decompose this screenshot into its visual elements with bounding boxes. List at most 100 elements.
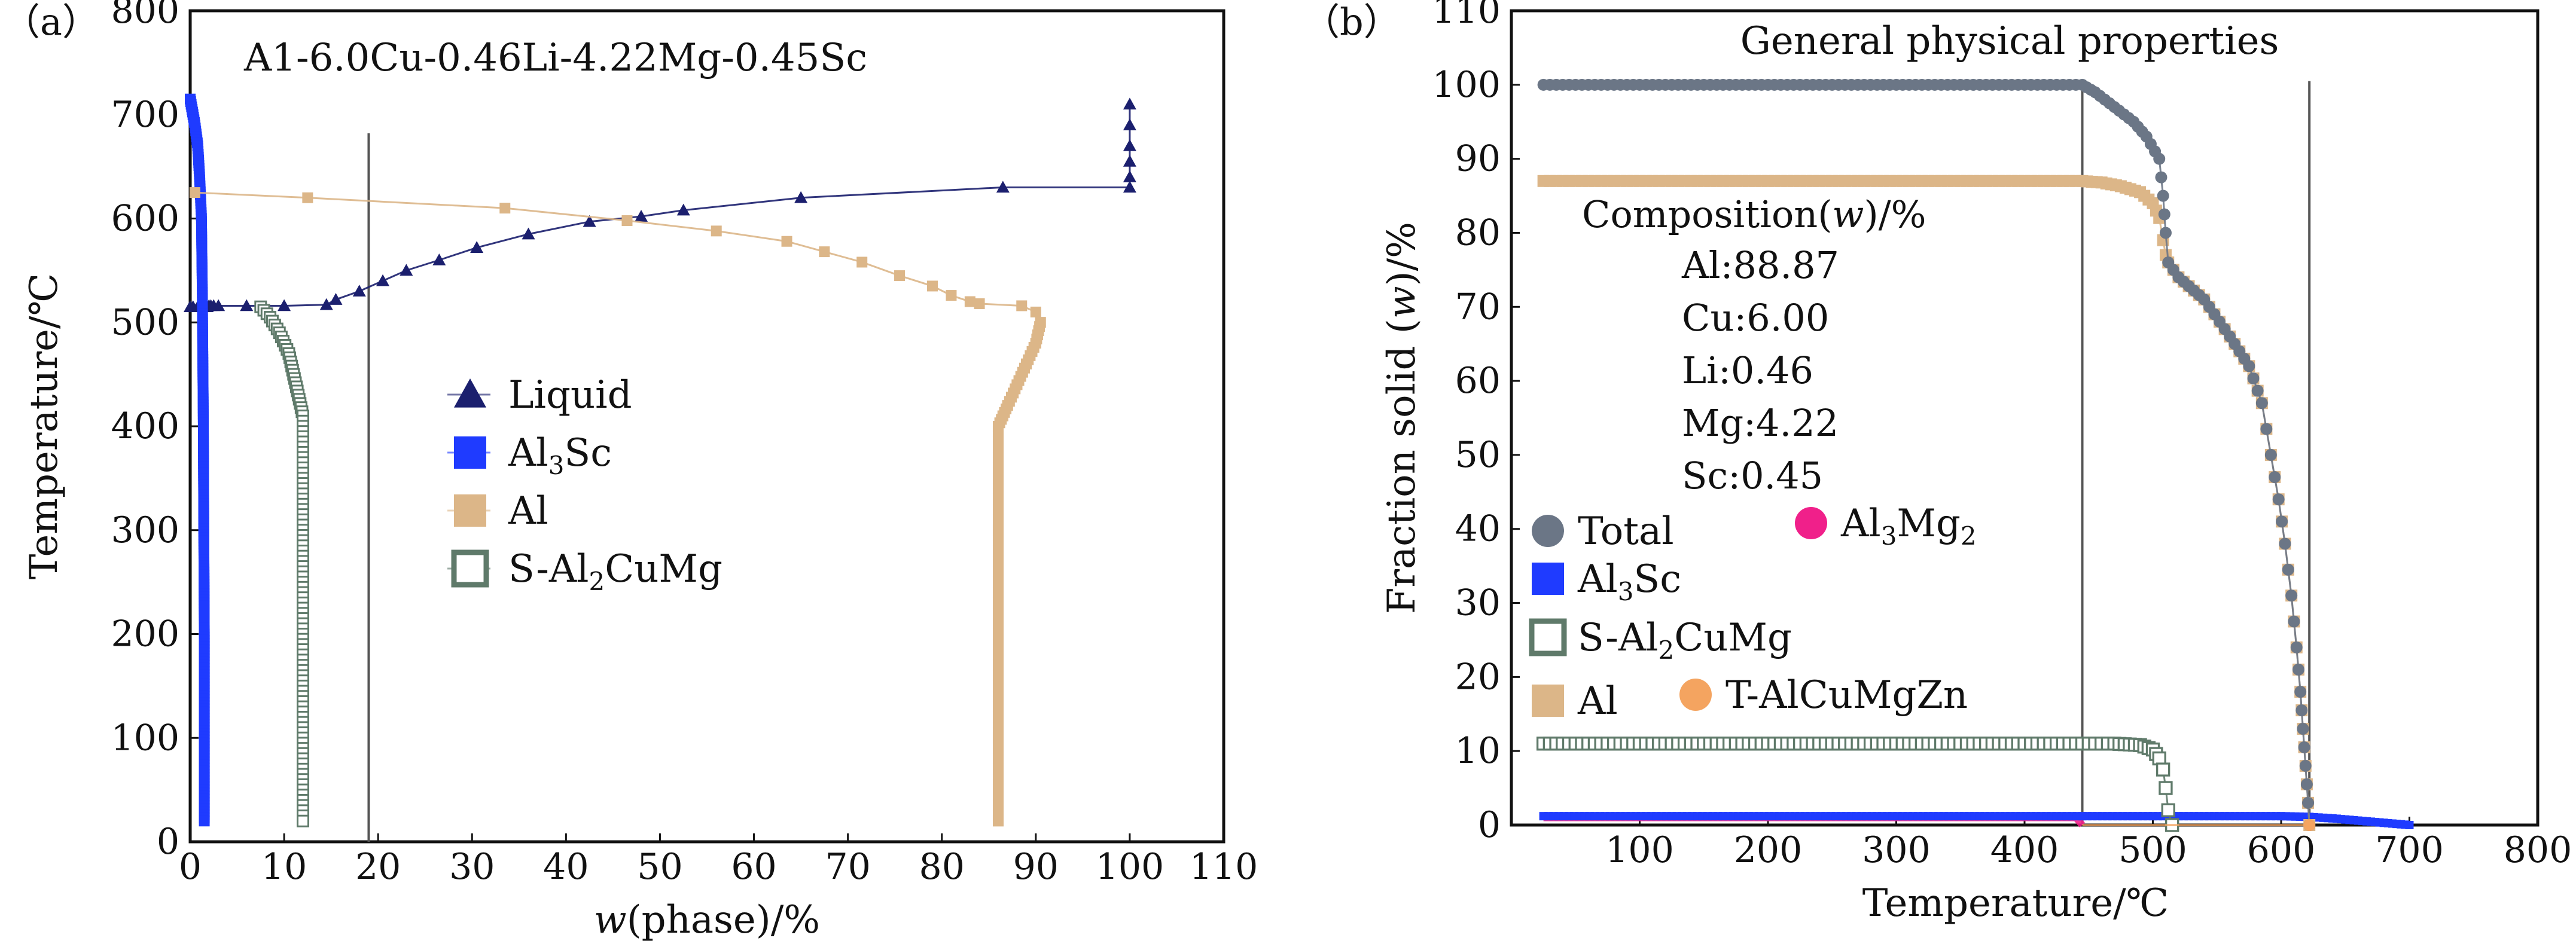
marker-a-al <box>189 187 200 198</box>
legend-marker-b-al3sc <box>1532 563 1564 595</box>
legend-item-a-al: Al <box>447 489 548 533</box>
marker-a-liquid <box>1123 154 1136 167</box>
marker-a-al <box>856 256 868 268</box>
composition-line: Li:0.46 <box>1682 349 1813 392</box>
marker-a-liquid <box>794 191 808 203</box>
marker-b-t <box>2303 819 2316 831</box>
series-a-liquid <box>184 97 1136 312</box>
legend-item-a-al3sc: Al3Sc <box>447 431 612 480</box>
y-tick-label-a: 100 <box>111 717 179 759</box>
marker-b-total <box>2294 686 2307 698</box>
marker-b-total <box>2247 372 2260 384</box>
legend-item-b-s: S-Al2CuMg <box>1529 616 1792 665</box>
marker-a-liquid <box>1123 97 1136 110</box>
marker-b-total <box>2276 515 2288 528</box>
marker-b-total <box>2243 360 2255 372</box>
legend-b: Total Al3Mg2 Al3Sc S-Al2CuMg Al T-AlCuMgZn <box>1529 502 1977 723</box>
marker-a-liquid <box>329 293 343 305</box>
legend-item-b-total: Total <box>1532 509 1674 554</box>
marker-a-liquid <box>319 298 333 310</box>
marker-a-s <box>297 814 310 827</box>
panel-label-b: （b） <box>1303 0 1401 44</box>
marker-b-total <box>2264 448 2277 461</box>
y-tick-label-b: 0 <box>1478 804 1501 846</box>
legend-label-b-al3sc: Al3Sc <box>1577 557 1681 606</box>
y-tick-label-a: 800 <box>111 0 179 32</box>
marker-a-al <box>946 290 957 301</box>
y-tick-label-b: 30 <box>1455 582 1501 624</box>
marker-b-total <box>2285 589 2298 602</box>
y-tick-label-a: 200 <box>111 613 179 655</box>
marker-a-al <box>927 280 938 292</box>
legend-label-a-liquid: Liquid <box>508 373 632 417</box>
marker-b-total <box>2157 190 2169 202</box>
y-axis-label-b-pre: Fraction solid ( <box>1380 319 1424 614</box>
marker-a-liquid <box>996 181 1010 193</box>
legend-item-b-t: T-AlCuMgZn <box>1679 673 1968 717</box>
legend-label-a-al3sc: Al3Sc <box>508 431 612 480</box>
marker-a-al <box>1016 300 1028 311</box>
chart-panel-a: 0 10 20 30 40 50 60 70 80 90 100 110 0 100 200 300 400 50… <box>3 0 1258 942</box>
marker-b-total <box>2295 704 2308 717</box>
y-tick-label-b: 60 <box>1455 360 1501 402</box>
y-tick-label-a: 600 <box>111 198 179 240</box>
legend-label-b-s: S-Al2CuMg <box>1578 616 1792 665</box>
legend-label-a-s-part: S-Al <box>508 547 589 591</box>
legend-marker-a-al3sc <box>454 436 486 469</box>
plot-frame-b <box>1510 9 2540 827</box>
marker-b-total <box>2272 493 2285 506</box>
x-tick-label-a: 110 <box>1190 846 1258 888</box>
y-tick-label-b: 70 <box>1455 286 1501 328</box>
marker-a-liquid <box>1123 118 1136 130</box>
legend-marker-b-al3mg2 <box>1795 507 1827 539</box>
marker-b-total <box>2298 741 2310 753</box>
legend-label-b-al3mg2-part: 3 <box>1881 521 1897 551</box>
legend-label-b-total: Total <box>1578 509 1674 554</box>
legend-label-b-t: T-AlCuMgZn <box>1726 673 1968 717</box>
legend-item-b-al3mg2: Al3Mg2 <box>1795 502 1977 551</box>
x-tick-label-a: 100 <box>1096 846 1164 888</box>
marker-a-liquid <box>400 264 413 276</box>
marker-b-total <box>2153 152 2166 165</box>
marker-a-al <box>499 203 511 214</box>
marker-a-liquid <box>583 215 596 227</box>
x-tick-label-b: 700 <box>2375 829 2444 871</box>
legend-marker-b-s <box>1529 618 1567 656</box>
y-tick-label-b: 80 <box>1455 212 1501 253</box>
marker-a-al <box>781 236 792 247</box>
marker-a-liquid <box>522 227 535 240</box>
legend-label-a-al3sc-part: 3 <box>548 451 565 480</box>
composition-heading-post: )/% <box>1864 193 1926 236</box>
x-tick-label-b: 500 <box>2118 829 2187 871</box>
y-axis-label-b-post: )/% <box>1380 222 1424 286</box>
series-b-t <box>2082 819 2316 831</box>
chart-title-b: General physical properties <box>1740 19 2279 63</box>
x-tick-label-a: 70 <box>825 846 870 888</box>
legend-label-b-t-part: T-AlCuMgZn <box>1726 673 1968 717</box>
legend-marker-a-al <box>454 494 486 527</box>
y-tick-label-b: 100 <box>1432 64 1501 106</box>
legend-label-b-s-part: 2 <box>1659 636 1675 665</box>
x-axis-label-b: Temperature/℃ <box>1862 881 2169 925</box>
y-tick-label-b: 90 <box>1455 138 1501 180</box>
legend-label-b-al-part: Al <box>1577 679 1618 723</box>
marker-a-liquid <box>676 203 690 216</box>
y-axis-label-b: Fraction solid (w)/% <box>1380 222 1424 614</box>
marker-a-al <box>974 298 985 309</box>
marker-b-total <box>2297 723 2309 735</box>
marker-b-s <box>2161 803 2175 817</box>
marker-a-liquid <box>432 253 446 265</box>
marker-a-liquid <box>1123 170 1136 182</box>
x-tick-label-b: 200 <box>1734 829 1803 871</box>
legend-marker-a-s <box>451 549 489 588</box>
y-tick-label-a: 700 <box>111 94 179 136</box>
marker-a-al <box>1030 306 1041 317</box>
legend-label-b-al3mg2-part: Al <box>1840 502 1881 546</box>
marker-b-total <box>2279 537 2291 550</box>
y-tick-label-b: 110 <box>1432 0 1501 32</box>
marker-b-total <box>2292 663 2304 676</box>
chart-panel-b: 100 200 300 400 500 600 700 800 0 10 20 30 40 50 60 70 8… <box>1303 0 2572 925</box>
marker-a-al3sc <box>199 815 210 827</box>
composition-line: Sc:0.45 <box>1682 454 1823 497</box>
legend-marker-b-t <box>1679 679 1712 711</box>
